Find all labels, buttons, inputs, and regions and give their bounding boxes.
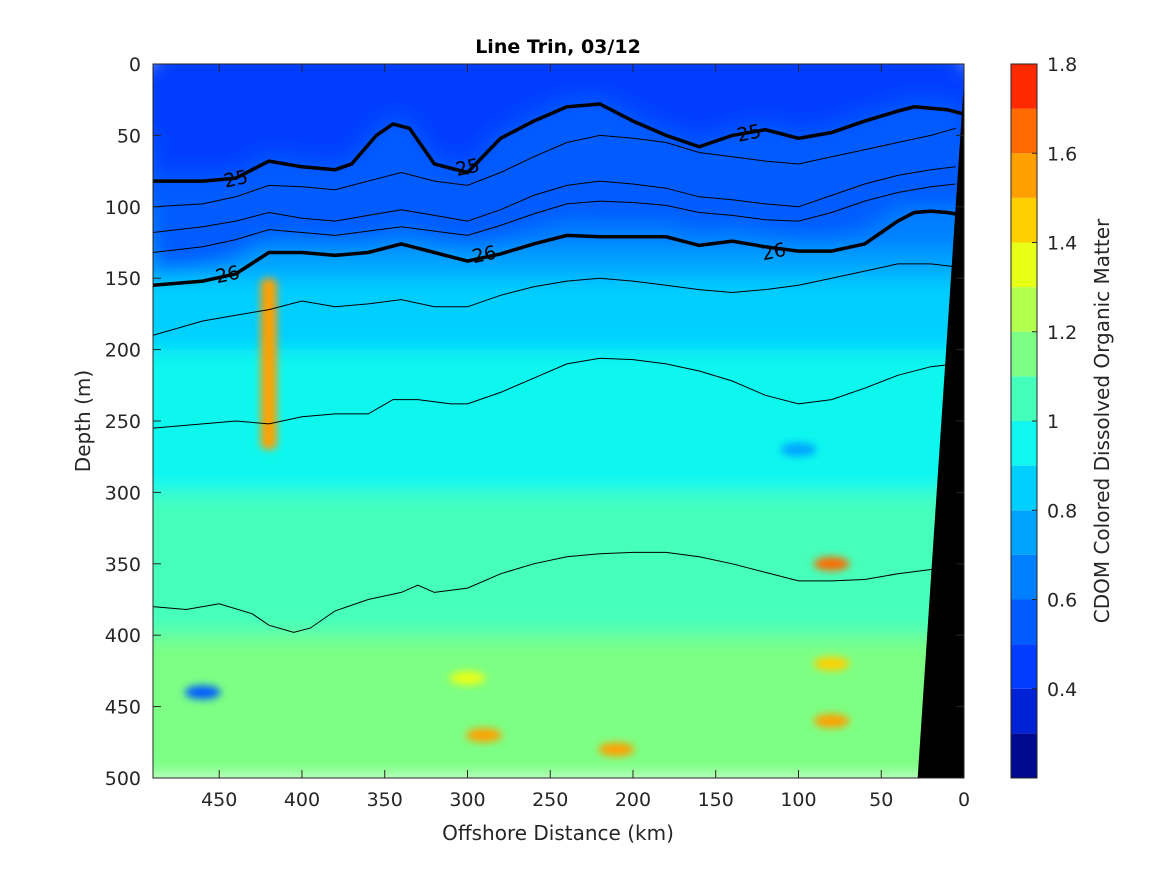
colorbar-segment [1011, 644, 1037, 689]
contour-label: 26 [760, 239, 788, 266]
colorbar-segment [1011, 688, 1037, 734]
y-axis: 0 50 100 150 200 250 300 350 400 450 500 [105, 54, 964, 790]
colorbar-label: CDOM Colored Dissolved Organic Matter [1090, 218, 1114, 623]
cdom-field [153, 64, 964, 778]
y-tick-label: 350 [105, 554, 141, 576]
field-feature [449, 671, 486, 686]
x-tick-label: 250 [532, 789, 568, 811]
colorbar-tick-label: 0.8 [1047, 500, 1077, 522]
colorbar-segment [1011, 421, 1037, 466]
colorbar-tick-label: 1.4 [1047, 233, 1077, 255]
chart-title: Line Trin, 03/12 [475, 36, 641, 58]
x-axis-label: Offshore Distance (km) [442, 821, 674, 845]
contour-label: 26 [470, 242, 498, 269]
isopycnal-thin [153, 166, 956, 233]
y-axis-label: Depth (m) [71, 370, 95, 472]
x-tick-label: 50 [869, 789, 893, 811]
colorbar-segment [1011, 599, 1037, 645]
colorbar: 0.4 0.6 0.8 1 1.2 1.4 1.6 1.8 [1010, 54, 1077, 779]
colorbar-tick-label: 1.8 [1047, 54, 1077, 76]
field-band [153, 492, 964, 565]
contour-label: 25 [222, 166, 250, 193]
y-tick-label: 250 [105, 411, 141, 433]
contour-labels: 25 25 25 26 26 26 [214, 120, 788, 288]
field-band [153, 421, 964, 494]
isopycnal-thin [153, 357, 956, 429]
colorbar-tick-label: 1 [1047, 411, 1059, 433]
isopycnal-thin [153, 183, 956, 253]
field-feature [813, 713, 850, 728]
colorbar-segment [1011, 153, 1037, 198]
y-tick-label: 150 [105, 268, 141, 290]
y-tick-label: 100 [105, 197, 141, 219]
x-tick-label: 200 [615, 789, 651, 811]
land-mask [917, 81, 964, 779]
field-band [153, 349, 964, 422]
isopycnal-thin [153, 551, 956, 633]
density-contours [153, 102, 964, 633]
isopycnal-26 [153, 209, 964, 288]
colorbar-segment [1011, 733, 1037, 778]
x-tick-label: 150 [698, 789, 734, 811]
isopycnal-25 [153, 102, 964, 183]
y-tick-label: 300 [105, 482, 141, 504]
x-tick-label: 450 [201, 789, 237, 811]
field-feature [813, 656, 850, 671]
x-tick-label: 300 [449, 789, 485, 811]
y-tick-label: 0 [129, 54, 141, 76]
isopycnal-thin [153, 263, 956, 336]
colorbar-tick-label: 1.6 [1047, 143, 1077, 165]
colorbar-segment [1011, 331, 1037, 377]
x-tick-label: 100 [780, 789, 816, 811]
colorbar-segment [1011, 64, 1037, 109]
field-feature [260, 278, 277, 450]
x-tick-label: 350 [367, 789, 403, 811]
contour-label: 25 [454, 155, 482, 182]
field-band [153, 278, 964, 351]
colorbar-segment [1011, 108, 1037, 154]
field-band [153, 563, 964, 637]
x-axis: 450 400 350 300 250 200 150 100 50 0 [201, 64, 970, 811]
y-tick-label: 500 [105, 768, 141, 790]
field-layers [153, 64, 964, 778]
field-band [153, 635, 964, 708]
y-tick-label: 450 [105, 697, 141, 719]
field-feature [184, 685, 221, 700]
x-tick-label: 400 [284, 789, 320, 811]
field-feature [466, 728, 503, 743]
colorbar-segment [1011, 554, 1037, 600]
surface-water [153, 64, 964, 174]
field-feature [780, 442, 817, 457]
field-feature [813, 556, 850, 571]
contour-label: 26 [214, 262, 242, 289]
field-band [153, 249, 964, 280]
isopycnal-thin [153, 127, 956, 208]
colorbar-tick-label: 0.6 [1047, 590, 1077, 612]
colorbar-segment [1011, 376, 1037, 421]
y-tick-label: 50 [117, 125, 141, 147]
field-feature [598, 742, 635, 757]
colorbar-segment [1011, 510, 1037, 555]
field-features [184, 278, 850, 757]
colorbar-segment [1011, 287, 1037, 332]
y-tick-label: 400 [105, 625, 141, 647]
colorbar-segment [1011, 197, 1037, 243]
colorbar-tick-label: 0.4 [1047, 679, 1077, 701]
x-tick-label: 0 [958, 789, 970, 811]
colorbar-tick-label: 1.2 [1047, 322, 1077, 344]
field-band [153, 706, 964, 778]
contour-label: 25 [735, 120, 763, 147]
y-tick-label: 200 [105, 340, 141, 362]
colorbar-segment [1011, 465, 1037, 511]
colorbar-segment [1011, 242, 1037, 288]
